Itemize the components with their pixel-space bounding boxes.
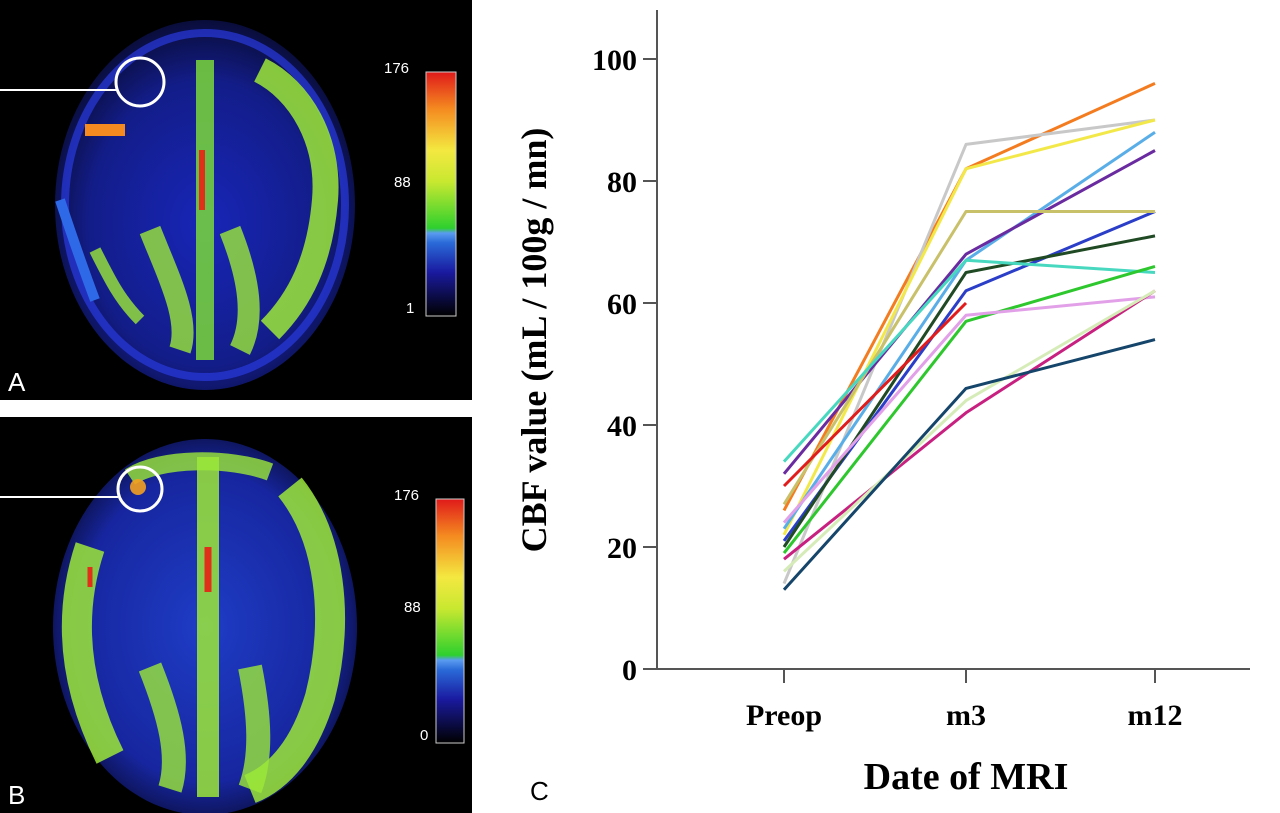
chart-series-lines [782,82,1156,591]
series-line-15 [782,338,1156,591]
scale-max-label: 176 [394,487,420,504]
scale-min-label: 1 [406,300,415,317]
x-tick-label: m3 [946,699,986,732]
scale-mid-label: 88 [404,599,421,616]
brain-perfusion-map-b [0,439,465,813]
scale-max-label: 176 [384,60,410,77]
y-tick-label: 80 [607,166,637,199]
y-tick-label: 20 [607,532,637,565]
x-tick-label: Preop [746,699,822,732]
mri-panel-b: 176 88 0 B [0,417,472,813]
y-tick-label: 0 [622,654,637,687]
series-line-7 [782,210,1155,506]
brain-perfusion-map-a [0,20,457,390]
y-tick-label: 60 [607,288,637,321]
chart-svg: 0 20 40 60 80 100 Preop m3 m12 CBF value (mL / 1… [514,10,1250,798]
mri-panel-a: 176 88 1 A [0,0,472,400]
y-tick-label: 100 [592,44,637,77]
x-tick-label: m12 [1128,699,1183,732]
cbf-line-chart: 0 20 40 60 80 100 Preop m3 m12 CBF value (mL / 1… [472,0,1280,813]
series-line-5 [782,149,1156,475]
y-tick-label: 40 [607,410,637,443]
chart-axes: 0 20 40 60 80 100 Preop m3 m12 [592,10,1250,732]
scale-min-label: 0 [420,727,429,744]
x-axis-label: Date of MRI [864,756,1069,798]
series-line-13 [783,289,1156,561]
panel-letter-c: C [530,776,549,806]
series-line-3 [782,118,1156,536]
scale-mid-label: 88 [394,174,411,191]
panel-letter-a: A [8,367,26,397]
series-line-14 [782,289,1156,573]
panel-letter-b: B [8,780,26,810]
series-line-12 [782,295,1156,524]
series-line-11 [782,301,968,488]
series-line-10 [782,264,1156,555]
y-axis-label: CBF value (mL / 100g / mn) [514,128,554,553]
series-line-9 [782,258,1156,463]
series-line-4 [782,130,1156,530]
